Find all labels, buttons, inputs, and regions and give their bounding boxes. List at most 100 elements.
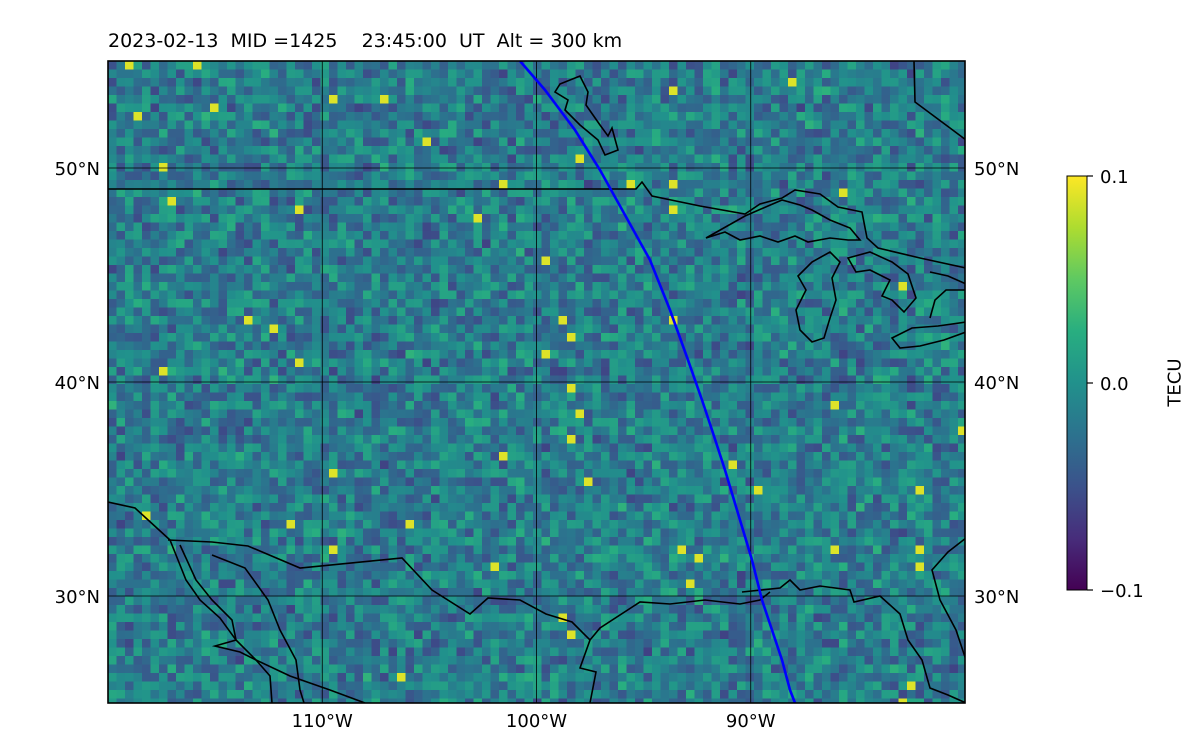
heatmap-cell [329, 239, 338, 249]
heatmap-cell [210, 69, 219, 79]
heatmap-cell [686, 316, 695, 325]
heatmap-cell [737, 409, 746, 419]
heatmap-cell [227, 443, 236, 453]
heatmap-cell [116, 137, 126, 147]
heatmap-cell [686, 418, 695, 427]
heatmap-cell [133, 265, 143, 274]
heatmap-cell [346, 282, 355, 291]
heatmap-cell [737, 460, 746, 470]
heatmap-cell [405, 239, 415, 249]
heatmap-cell [499, 248, 508, 257]
heatmap-cell [490, 239, 500, 249]
heatmap-cell [924, 112, 933, 121]
heatmap-cell [788, 460, 797, 470]
heatmap-cell [754, 435, 763, 444]
heatmap-cell [405, 299, 415, 308]
heatmap-cell [337, 341, 347, 351]
heatmap-cell [686, 197, 695, 206]
heatmap-cell [320, 324, 330, 334]
heatmap-cell [737, 418, 746, 427]
heatmap-cell [380, 316, 389, 325]
heatmap-cell [788, 316, 797, 325]
heatmap-cell [397, 367, 406, 376]
heatmap-cell [108, 103, 117, 113]
heatmap-cell [584, 452, 593, 461]
heatmap-cell [575, 307, 585, 317]
heatmap-cell [601, 392, 610, 402]
heatmap-cell [261, 265, 270, 274]
heatmap-cell [949, 214, 959, 223]
heatmap-cell [371, 290, 381, 300]
heatmap-cell [261, 384, 270, 393]
heatmap-cell [346, 239, 355, 249]
heatmap-cell [703, 163, 712, 172]
heatmap-cell [329, 307, 338, 317]
heatmap-cell [924, 435, 933, 444]
heatmap-cell [584, 69, 593, 79]
heatmap-cell [516, 435, 525, 444]
heatmap-cell [839, 392, 848, 402]
heatmap-cell [482, 137, 491, 147]
heatmap-cell [550, 69, 559, 79]
heatmap-cell [116, 163, 126, 172]
heatmap-cell [133, 129, 143, 138]
heatmap-cell [167, 307, 177, 317]
heatmap-cell [303, 375, 313, 385]
heatmap-cell [218, 163, 228, 172]
heatmap-cell [210, 401, 219, 410]
heatmap-cell [516, 316, 525, 325]
heatmap-cell [762, 282, 772, 291]
heatmap-cell [711, 384, 721, 393]
heatmap-cell [133, 341, 143, 351]
heatmap-cell [227, 248, 236, 257]
heatmap-cell [762, 137, 772, 147]
heatmap-cell [643, 222, 653, 232]
heatmap-cell [575, 256, 585, 266]
heatmap-cell [788, 163, 797, 172]
heatmap-cell [184, 401, 194, 410]
heatmap-cell [550, 375, 559, 385]
heatmap-cell [924, 367, 933, 376]
heatmap-cell [159, 78, 168, 87]
heatmap-cell [881, 443, 891, 453]
heatmap-cell [261, 290, 270, 300]
heatmap-cell [125, 95, 134, 104]
heatmap-cell [779, 120, 789, 130]
heatmap-cell [669, 239, 678, 249]
heatmap-cell [601, 61, 610, 70]
heatmap-cell [150, 78, 160, 87]
heatmap-cell [473, 469, 483, 478]
heatmap-cell [788, 61, 797, 70]
heatmap-cell [643, 409, 653, 419]
heatmap-cell [924, 324, 933, 334]
heatmap-cell [830, 120, 840, 130]
heatmap-cell [371, 265, 381, 274]
heatmap-cell [108, 426, 117, 436]
heatmap-cell [575, 316, 585, 325]
heatmap-cell [864, 273, 874, 283]
heatmap-cell [405, 222, 415, 232]
heatmap-cell [380, 222, 389, 232]
heatmap-cell [788, 341, 797, 351]
heatmap-cell [159, 69, 168, 79]
heatmap-cell [669, 384, 678, 393]
heatmap-cell [890, 171, 899, 181]
heatmap-cell [779, 154, 789, 164]
heatmap-cell [643, 61, 653, 70]
heatmap-cell [201, 61, 211, 70]
heatmap-cell [397, 248, 406, 257]
heatmap-cell [805, 426, 814, 436]
heatmap-cell [422, 392, 432, 402]
heatmap-cell [907, 460, 916, 470]
heatmap-cell [660, 333, 670, 342]
heatmap-cell [125, 469, 134, 478]
heatmap-cell [337, 290, 347, 300]
heatmap-cell [482, 324, 491, 334]
heatmap-cell [303, 316, 313, 325]
heatmap-cell [703, 367, 712, 376]
heatmap-cell [167, 409, 177, 419]
heatmap-cell [193, 103, 202, 113]
heatmap-cell [184, 477, 194, 487]
heatmap-cell [924, 61, 933, 70]
heatmap-cell [507, 350, 517, 359]
